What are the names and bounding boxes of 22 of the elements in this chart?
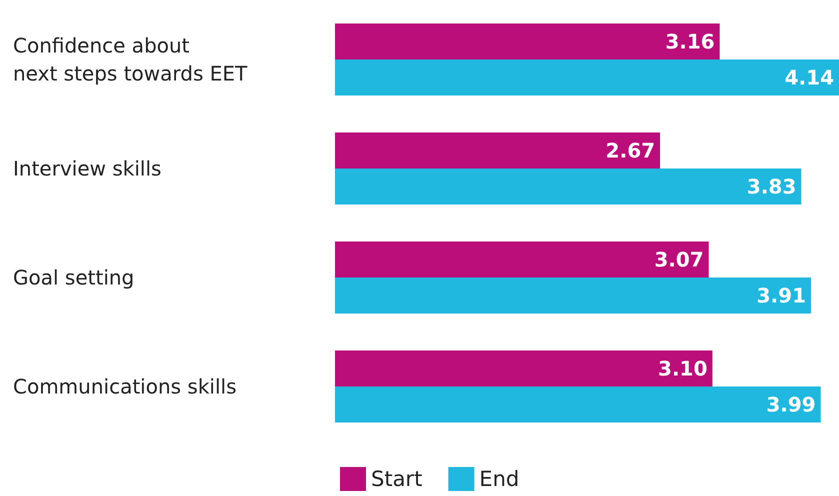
bar [335, 350, 712, 386]
bar [335, 60, 839, 96]
y-tick-label: Goal setting [13, 266, 134, 290]
bar [335, 386, 821, 422]
data-label: 2.67 [606, 138, 656, 162]
data-label: 3.99 [766, 392, 816, 416]
y-tick-label: Communications skills [13, 374, 237, 398]
bar [335, 278, 811, 314]
data-label: 4.14 [784, 66, 834, 90]
data-label: 3.83 [746, 174, 796, 198]
data-label: 3.07 [654, 248, 704, 272]
bar [335, 132, 660, 168]
data-label: 3.91 [756, 284, 806, 308]
y-tick-label: Interview skills [13, 156, 162, 180]
legend-label: End [479, 467, 520, 491]
bar [335, 168, 802, 204]
data-label: 3.10 [658, 356, 708, 380]
legend-label: Start [371, 467, 422, 491]
bar [335, 24, 720, 60]
y-tick-label: Confidence about next steps towards EET [13, 34, 248, 86]
bar [335, 242, 709, 278]
data-label: 3.16 [665, 30, 715, 54]
